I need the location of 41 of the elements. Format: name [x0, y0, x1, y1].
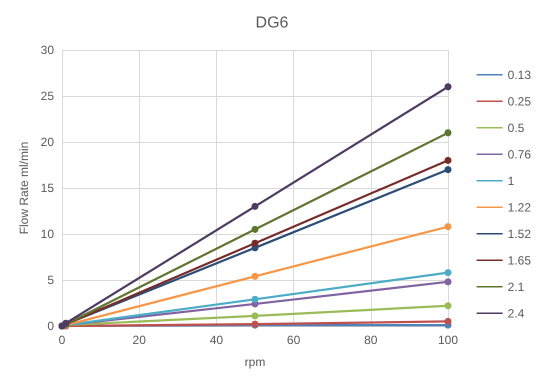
y-tick-label: 30 — [40, 43, 54, 57]
point — [252, 226, 258, 233]
x-tick-label: 100 — [438, 333, 458, 347]
x-tick-label: 60 — [286, 333, 301, 347]
legend-label: 1.65 — [508, 253, 532, 268]
y-tick-label: 25 — [40, 89, 54, 103]
chart-title: DG6 — [256, 14, 289, 32]
legend-label: 2.4 — [508, 306, 525, 320]
point — [444, 269, 452, 276]
point — [252, 240, 258, 247]
point — [252, 312, 258, 320]
legend-label: 1 — [508, 174, 515, 188]
point — [444, 83, 452, 90]
point — [444, 318, 452, 325]
point — [252, 202, 258, 210]
point — [444, 302, 452, 310]
y-tick-label: 0 — [47, 319, 54, 333]
point — [444, 129, 452, 136]
x-axis-title: rpm — [244, 355, 266, 369]
y-tick-label: 5 — [47, 273, 54, 287]
x-tick-label: 0 — [58, 333, 66, 347]
x-tick-label: 20 — [132, 333, 146, 347]
x-tick-label: 40 — [210, 333, 224, 347]
point — [444, 223, 452, 230]
point — [252, 296, 258, 303]
legend-label: 0.25 — [508, 94, 532, 108]
point — [444, 278, 452, 286]
y-tick-label: 10 — [40, 227, 54, 241]
legend-label: 0.76 — [508, 147, 532, 162]
x-tick-label: 80 — [364, 333, 378, 347]
legend-label: 1.22 — [508, 200, 532, 214]
legend-label: 0.13 — [508, 68, 532, 82]
legend-label: 1.52 — [508, 226, 532, 241]
point — [252, 272, 258, 280]
y-tick-label: 20 — [40, 135, 54, 149]
y-tick-label: 15 — [40, 181, 54, 195]
point — [444, 166, 452, 174]
legend-label: 2.1 — [508, 280, 525, 294]
y-axis-title: Flow Rate ml/min — [16, 142, 31, 234]
legend-label: 0.5 — [508, 120, 525, 135]
point — [444, 156, 452, 164]
